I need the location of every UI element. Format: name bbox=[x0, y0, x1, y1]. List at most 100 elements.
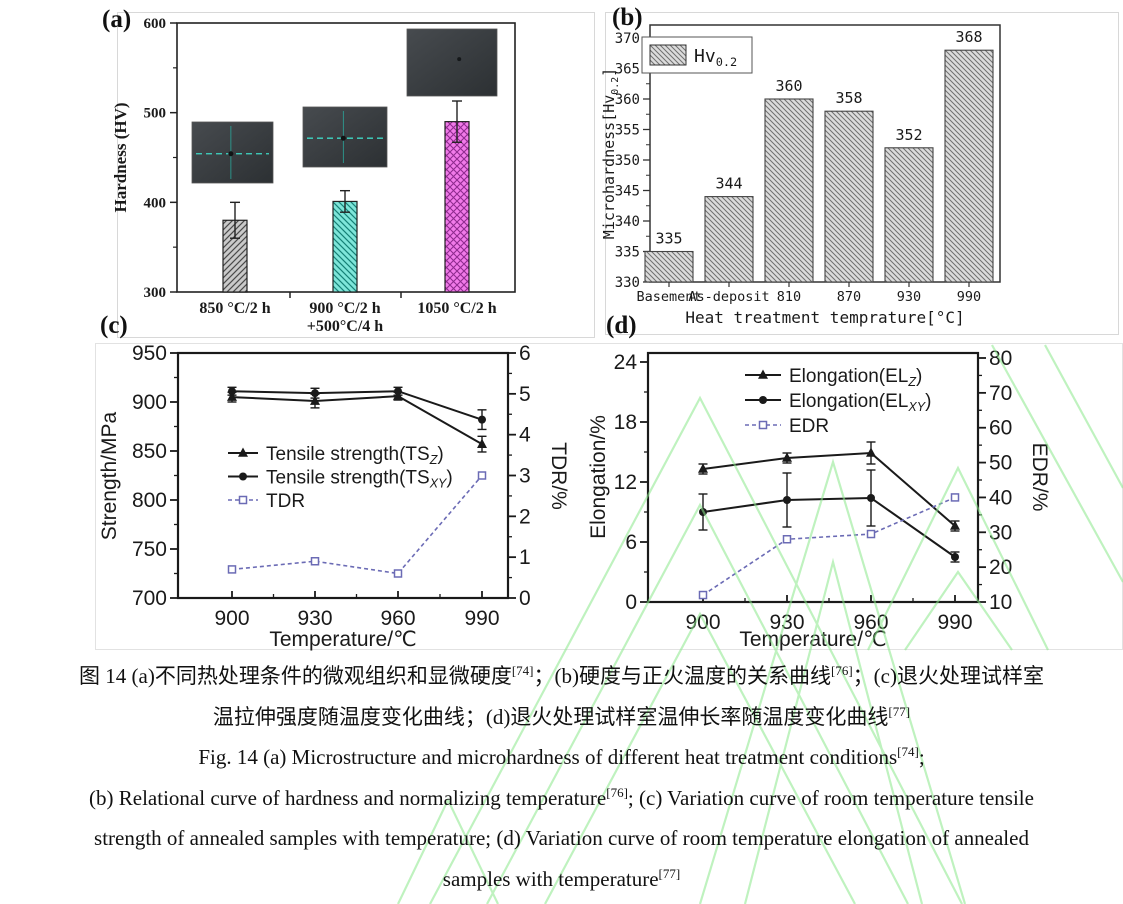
svg-text:4: 4 bbox=[519, 424, 531, 447]
svg-text:Temperature/℃: Temperature/℃ bbox=[269, 628, 416, 651]
svg-text:850 °C/2 h: 850 °C/2 h bbox=[199, 300, 270, 317]
svg-text:1050 °C/2 h: 1050 °C/2 h bbox=[417, 300, 496, 317]
svg-text:70: 70 bbox=[989, 382, 1012, 405]
series bbox=[227, 390, 487, 453]
caption-line: Fig. 14 (a) Microstructure and microhard… bbox=[198, 744, 925, 769]
svg-text:EDR/%: EDR/% bbox=[1028, 443, 1051, 512]
svg-text:3: 3 bbox=[519, 465, 531, 488]
svg-text:300: 300 bbox=[144, 285, 167, 301]
microstructure-inset bbox=[191, 121, 274, 184]
svg-text:700: 700 bbox=[132, 587, 167, 610]
hardness-bars bbox=[222, 100, 470, 293]
caption-line: (b) Relational curve of hardness and nor… bbox=[89, 784, 1034, 810]
panel-d-label: (d) bbox=[606, 312, 637, 339]
svg-text:10: 10 bbox=[989, 591, 1012, 614]
svg-text:2: 2 bbox=[519, 505, 531, 528]
svg-text:Heat treatment temprature[°C]: Heat treatment temprature[°C] bbox=[685, 308, 964, 327]
svg-text:Tensile strength(TSZ): Tensile strength(TSZ) bbox=[266, 444, 444, 467]
svg-text:355: 355 bbox=[615, 123, 640, 139]
svg-text:Strength/MPa: Strength/MPa bbox=[98, 411, 121, 540]
svg-text:950: 950 bbox=[132, 342, 167, 365]
svg-text:30: 30 bbox=[989, 521, 1012, 544]
svg-text:750: 750 bbox=[132, 538, 167, 561]
legend: Tensile strength(TSZ)Tensile strength(TS… bbox=[228, 444, 453, 512]
svg-text:990: 990 bbox=[937, 611, 972, 634]
legend: Elongation(ELZ)Elongation(ELXY)EDR bbox=[745, 366, 931, 437]
microstructure-inset bbox=[302, 106, 388, 168]
svg-text:Elongation(ELXY): Elongation(ELXY) bbox=[789, 391, 931, 414]
svg-text:0: 0 bbox=[625, 591, 637, 614]
panel-b-border bbox=[605, 12, 1119, 335]
svg-text:344: 344 bbox=[715, 175, 742, 193]
caption-line: samples with temperature[77] bbox=[442, 865, 681, 891]
series bbox=[698, 493, 960, 600]
series bbox=[698, 469, 960, 563]
svg-text:350: 350 bbox=[615, 153, 640, 169]
caption-line: 温拉伸强度随温度变化曲线；(d)退火处理试样室温伸长率随温度变化曲线[77] bbox=[212, 703, 911, 729]
svg-text:TDR: TDR bbox=[266, 491, 305, 512]
svg-text:40: 40 bbox=[989, 486, 1012, 509]
svg-text:20: 20 bbox=[989, 556, 1012, 579]
svg-text:Elongation(ELZ): Elongation(ELZ) bbox=[789, 366, 922, 389]
microhardness-bar-chart: 330 335 340 345 350 355 360 365 370 Microhardness… bbox=[600, 24, 1001, 327]
svg-text:345: 345 bbox=[615, 184, 640, 200]
svg-text:900 °C/2 h: 900 °C/2 h bbox=[309, 300, 380, 317]
svg-text:360: 360 bbox=[615, 92, 640, 108]
svg-text:1: 1 bbox=[519, 546, 531, 569]
svg-text:60: 60 bbox=[989, 417, 1012, 440]
caption-line: 图 14 (a)不同热处理条件的微观组织和显微硬度[74]；(b)硬度与正火温度… bbox=[79, 663, 1044, 688]
svg-text:360: 360 bbox=[775, 77, 802, 95]
series bbox=[227, 386, 487, 431]
svg-text:900: 900 bbox=[214, 607, 249, 630]
svg-text:370: 370 bbox=[615, 31, 640, 47]
svg-text:Tensile strength(TSXY): Tensile strength(TSXY) bbox=[266, 468, 453, 491]
svg-text:900: 900 bbox=[132, 391, 167, 414]
svg-text:335: 335 bbox=[615, 245, 640, 261]
panel-c-label: (c) bbox=[100, 312, 128, 339]
svg-text:800: 800 bbox=[132, 489, 167, 512]
hardness-bar-chart: 300 400 500 600 Hardness (HV) 850 °C/2 h 900 °… bbox=[111, 16, 516, 335]
caption-line: strength of annealed samples with temper… bbox=[94, 826, 1029, 850]
svg-text:6: 6 bbox=[519, 342, 531, 365]
svg-text:930: 930 bbox=[297, 607, 332, 630]
svg-text:810: 810 bbox=[777, 289, 801, 305]
svg-text:600: 600 bbox=[144, 16, 167, 32]
svg-text:Hardness (HV): Hardness (HV) bbox=[111, 102, 130, 212]
svg-text:850: 850 bbox=[132, 440, 167, 463]
svg-text:Elongation/%: Elongation/% bbox=[587, 415, 610, 539]
panel-a-label: (a) bbox=[102, 6, 132, 33]
svg-text:18: 18 bbox=[614, 411, 637, 434]
svg-text:Microhardness[Hv0.2]: Microhardness[Hv0.2] bbox=[600, 68, 621, 239]
svg-text:330: 330 bbox=[615, 275, 640, 291]
svg-text:TDR/%: TDR/% bbox=[547, 442, 570, 510]
panel-b-label: (b) bbox=[612, 4, 643, 31]
panel-a-border bbox=[117, 12, 595, 338]
tensile-strength-line-chart: 700 750 800 850 900 950 0 1 2 3 4 5 6 900 930 960 990 Str… bbox=[98, 342, 570, 651]
svg-text:0: 0 bbox=[519, 587, 531, 610]
svg-text:Hv0.2: Hv0.2 bbox=[694, 46, 737, 69]
svg-text:400: 400 bbox=[144, 195, 167, 211]
svg-text:12: 12 bbox=[614, 471, 637, 494]
svg-text:24: 24 bbox=[614, 351, 638, 374]
svg-text:990: 990 bbox=[464, 607, 499, 630]
svg-text:960: 960 bbox=[380, 607, 415, 630]
svg-text:900: 900 bbox=[685, 611, 720, 634]
svg-text:EDR: EDR bbox=[789, 416, 829, 437]
svg-text:5: 5 bbox=[519, 383, 531, 406]
microstructure-inset bbox=[406, 28, 498, 97]
svg-text:930: 930 bbox=[897, 289, 921, 305]
svg-text:As-deposit: As-deposit bbox=[688, 289, 769, 305]
svg-text:Temperature/℃: Temperature/℃ bbox=[739, 628, 886, 651]
svg-text:80: 80 bbox=[989, 347, 1012, 370]
svg-text:870: 870 bbox=[837, 289, 861, 305]
svg-text:368: 368 bbox=[955, 28, 982, 46]
series bbox=[698, 441, 960, 532]
svg-text:335: 335 bbox=[655, 230, 682, 248]
svg-text:Basement: Basement bbox=[636, 289, 701, 305]
svg-text:6: 6 bbox=[625, 531, 637, 554]
svg-text:990: 990 bbox=[957, 289, 981, 305]
svg-text:358: 358 bbox=[835, 89, 862, 107]
svg-text:352: 352 bbox=[895, 126, 922, 144]
